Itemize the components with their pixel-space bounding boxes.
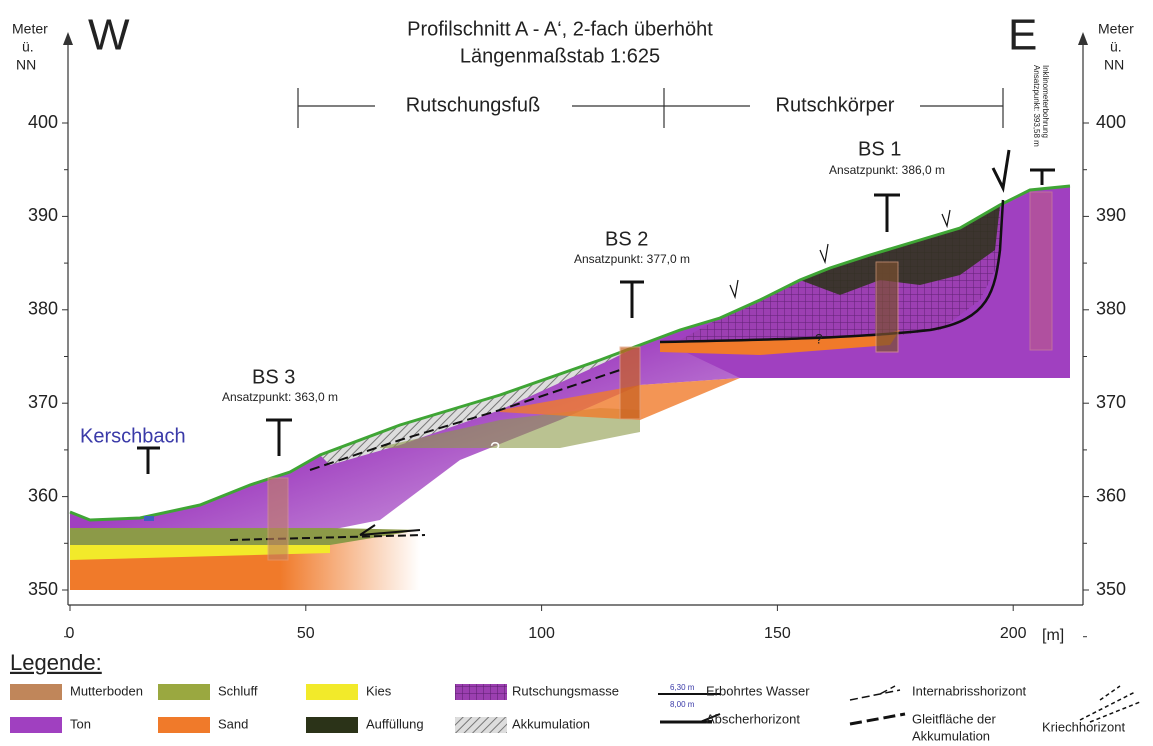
borehole-name: BS 3 (252, 366, 295, 388)
y-tick-label: 400 (1096, 112, 1126, 132)
stream-label: Kerschbach (80, 425, 186, 447)
borehole-name: BS 2 (605, 228, 648, 250)
y-tick-label: 390 (28, 205, 58, 225)
x-tick-label: 150 (764, 625, 791, 642)
y-label: Meter (1098, 21, 1134, 37)
x-tick-label: 0 (66, 625, 75, 642)
arrow (63, 32, 73, 45)
water-depth: 8,00 m (670, 700, 695, 709)
y-label: ü. (1110, 39, 1122, 55)
section-label: Rutschkörper (776, 94, 895, 116)
y-tick-label: 400 (28, 112, 58, 132)
y-tick-label: 360 (1096, 485, 1126, 505)
legend-item: Erbohrtes Wasser (706, 683, 810, 698)
x-tick-label: 100 (528, 625, 555, 642)
y-tick-label: 350 (28, 579, 58, 599)
question-mark: ? (490, 439, 500, 459)
section-label: Rutschungsfuß (406, 94, 541, 116)
y-tick-label: 370 (1096, 392, 1126, 412)
y-label: ü. (22, 39, 34, 55)
legend-item: Sand (218, 716, 248, 731)
y-label: NN (16, 57, 36, 73)
subtitle: Längenmaßstab 1:625 (460, 45, 660, 67)
borehole-label: Ansatzpunkt: 386,0 m (829, 163, 945, 177)
y-tick-label: 390 (1096, 205, 1126, 225)
legend-item: Gleitfläche der (912, 711, 996, 726)
legend-item: Kies (366, 683, 392, 698)
section-brackets (298, 88, 1003, 128)
legend-item: Akkumulation (512, 716, 590, 731)
legend-item: Kriechhorizont (1042, 719, 1125, 734)
legend-item: Akkumulation (912, 728, 990, 743)
y-tick-label: 350 (1096, 579, 1126, 599)
y-tick-label: 360 (28, 485, 58, 505)
x-tick-label: 50 (297, 625, 315, 642)
title: Profilschnitt A - A‘, 2-fach überhöht (407, 18, 713, 40)
legend-title: Legende: (10, 650, 102, 675)
water-depth: 6,30 m (670, 683, 695, 692)
legend-item: Rutschungsmasse (512, 683, 619, 698)
x-tick-label: 200 (1000, 625, 1027, 642)
legend-item: Ton (70, 716, 91, 731)
x-unit: [m] (1042, 627, 1064, 644)
y-tick-label: 380 (1096, 299, 1126, 319)
borehole-label: Ansatzpunkt: 377,0 m (574, 252, 690, 266)
inclinometer: Inklinometerbohrung (1041, 65, 1050, 138)
borehole-name: BS 1 (858, 138, 901, 160)
y-label: Meter (12, 21, 48, 37)
legend-item: Auffüllung (366, 716, 424, 731)
legend-item: Mutterboden (70, 683, 143, 698)
geology (70, 186, 1070, 590)
y-label: NN (1104, 57, 1124, 73)
legend-item: Internabrisshorizont (912, 683, 1027, 698)
legend-item: Abscherhorizont (706, 711, 800, 726)
borehole-label: Ansatzpunkt: 363,0 m (222, 390, 338, 404)
y-tick-label: 380 (28, 299, 58, 319)
y-tick-label: 370 (28, 392, 58, 412)
arrow (1078, 32, 1088, 45)
inclinometer: Ansatzpunkt: 393,58 m (1032, 65, 1041, 147)
east: E (1008, 11, 1037, 60)
question-mark: ? (815, 331, 823, 347)
profile-section: 400 400 390 390 380 380 370 370 360 360 350 350 0 50 1… (0, 0, 1153, 746)
west: W (88, 11, 130, 60)
legend-item: Schluff (218, 683, 258, 698)
